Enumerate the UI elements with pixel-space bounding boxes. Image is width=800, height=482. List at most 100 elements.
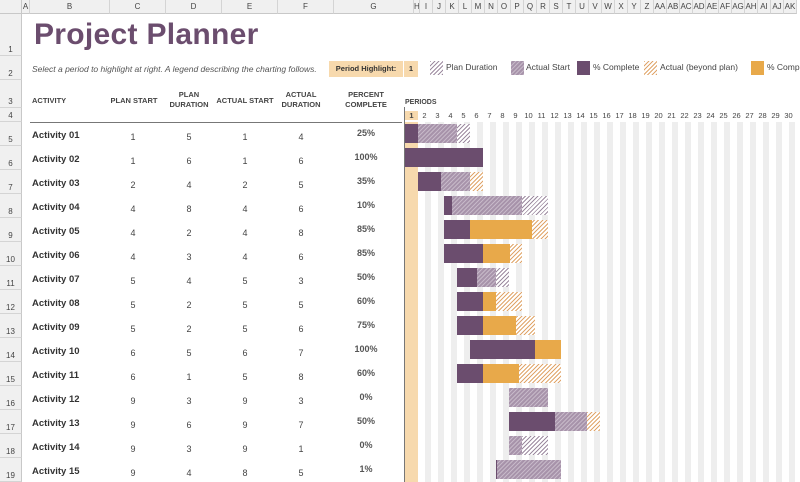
plan-duration-cell[interactable]: 1 (186, 372, 192, 382)
actual-duration-cell[interactable]: 5 (298, 468, 304, 478)
percent-complete-cell[interactable]: 100% (354, 344, 378, 354)
plan-duration-cell[interactable]: 3 (186, 252, 192, 262)
percent-complete-cell[interactable]: 1% (359, 464, 373, 474)
row-header-17[interactable]: 17 (0, 410, 22, 434)
column-header-f[interactable]: F (278, 0, 334, 14)
percent-complete-cell[interactable]: 10% (356, 200, 375, 210)
row-header-14[interactable]: 14 (0, 338, 22, 362)
column-header-y[interactable]: Y (628, 0, 641, 14)
plan-duration-cell[interactable]: 2 (186, 324, 192, 334)
column-header-p[interactable]: P (511, 0, 524, 14)
plan-start-cell[interactable]: 9 (130, 468, 136, 478)
actual-start-cell[interactable]: 8 (242, 468, 248, 478)
column-header-ad[interactable]: AD (693, 0, 706, 14)
column-header-n[interactable]: N (485, 0, 498, 14)
column-header-d[interactable]: D (166, 0, 222, 14)
actual-start-cell[interactable]: 4 (242, 252, 248, 262)
actual-duration-cell[interactable]: 6 (298, 324, 304, 334)
actual-start-cell[interactable]: 1 (242, 156, 248, 166)
row-header-3[interactable]: 3 (0, 80, 22, 108)
activity-name[interactable]: Activity 09 (32, 322, 80, 333)
column-header-h[interactable]: H (414, 0, 420, 14)
plan-duration-cell[interactable]: 3 (186, 396, 192, 406)
plan-start-cell[interactable]: 5 (130, 276, 136, 286)
column-header-ai[interactable]: AI (758, 0, 771, 14)
column-header-b[interactable]: B (30, 0, 110, 14)
actual-start-cell[interactable]: 6 (242, 348, 248, 358)
row-header-19[interactable]: 19 (0, 458, 22, 482)
plan-duration-cell[interactable]: 3 (186, 444, 192, 454)
plan-duration-cell[interactable]: 5 (186, 348, 192, 358)
row-header-1[interactable]: 1 (0, 14, 22, 56)
column-header-m[interactable]: M (472, 0, 485, 14)
column-header-aa[interactable]: AA (654, 0, 667, 14)
row-header-9[interactable]: 9 (0, 218, 22, 242)
actual-duration-cell[interactable]: 6 (298, 204, 304, 214)
plan-start-cell[interactable]: 4 (130, 204, 136, 214)
row-header-4[interactable]: 4 (0, 108, 22, 122)
row-header-15[interactable]: 15 (0, 362, 22, 386)
activity-name[interactable]: Activity 12 (32, 394, 80, 405)
column-header-q[interactable]: Q (524, 0, 537, 14)
plan-start-cell[interactable]: 9 (130, 444, 136, 454)
actual-start-cell[interactable]: 4 (242, 228, 248, 238)
percent-complete-cell[interactable]: 35% (356, 176, 375, 186)
row-header-13[interactable]: 13 (0, 314, 22, 338)
column-header-e[interactable]: E (222, 0, 278, 14)
actual-duration-cell[interactable]: 5 (298, 180, 304, 190)
column-header-r[interactable]: R (537, 0, 550, 14)
percent-complete-cell[interactable]: 0% (359, 392, 373, 402)
percent-complete-cell[interactable]: 50% (356, 272, 375, 282)
column-header-s[interactable]: S (550, 0, 563, 14)
row-header-18[interactable]: 18 (0, 434, 22, 458)
activity-name[interactable]: Activity 13 (32, 418, 80, 429)
percent-complete-cell[interactable]: 85% (356, 224, 375, 234)
column-header-ak[interactable]: AK (784, 0, 797, 14)
column-header-l[interactable]: L (459, 0, 472, 14)
column-header-x[interactable]: X (615, 0, 628, 14)
actual-start-cell[interactable]: 9 (242, 396, 248, 406)
plan-start-cell[interactable]: 6 (130, 348, 136, 358)
period-highlight-input[interactable]: 1 (404, 61, 418, 77)
actual-start-cell[interactable]: 5 (242, 372, 248, 382)
plan-duration-cell[interactable]: 2 (186, 300, 192, 310)
actual-duration-cell[interactable]: 5 (298, 300, 304, 310)
activity-name[interactable]: Activity 06 (32, 250, 80, 261)
actual-duration-cell[interactable]: 4 (298, 132, 304, 142)
column-header-i[interactable]: I (420, 0, 433, 14)
row-header-2[interactable]: 2 (0, 56, 22, 80)
actual-duration-cell[interactable]: 8 (298, 372, 304, 382)
percent-complete-cell[interactable]: 100% (354, 152, 378, 162)
column-header-a[interactable]: A (22, 0, 30, 14)
percent-complete-cell[interactable]: 85% (356, 248, 375, 258)
row-header-11[interactable]: 11 (0, 266, 22, 290)
plan-start-cell[interactable]: 5 (130, 300, 136, 310)
column-header-g[interactable]: G (334, 0, 414, 14)
plan-duration-cell[interactable]: 2 (186, 228, 192, 238)
activity-name[interactable]: Activity 15 (32, 466, 80, 477)
row-header-10[interactable]: 10 (0, 242, 22, 266)
activity-name[interactable]: Activity 11 (32, 370, 79, 381)
column-header-u[interactable]: U (576, 0, 589, 14)
actual-duration-cell[interactable]: 1 (298, 444, 304, 454)
plan-duration-cell[interactable]: 4 (186, 468, 192, 478)
actual-start-cell[interactable]: 9 (242, 444, 248, 454)
row-header-12[interactable]: 12 (0, 290, 22, 314)
row-header-8[interactable]: 8 (0, 194, 22, 218)
plan-duration-cell[interactable]: 6 (186, 156, 192, 166)
activity-name[interactable]: Activity 01 (32, 130, 80, 141)
actual-start-cell[interactable]: 5 (242, 324, 248, 334)
activity-name[interactable]: Activity 07 (32, 274, 80, 285)
row-header-6[interactable]: 6 (0, 146, 22, 170)
column-header-c[interactable]: C (110, 0, 166, 14)
percent-complete-cell[interactable]: 25% (356, 128, 375, 138)
column-header-ae[interactable]: AE (706, 0, 719, 14)
actual-start-cell[interactable]: 5 (242, 300, 248, 310)
percent-complete-cell[interactable]: 60% (356, 368, 375, 378)
row-header-16[interactable]: 16 (0, 386, 22, 410)
actual-duration-cell[interactable]: 6 (298, 252, 304, 262)
column-header-af[interactable]: AF (719, 0, 732, 14)
plan-duration-cell[interactable]: 4 (186, 276, 192, 286)
actual-start-cell[interactable]: 9 (242, 420, 248, 430)
activity-name[interactable]: Activity 10 (32, 346, 80, 357)
